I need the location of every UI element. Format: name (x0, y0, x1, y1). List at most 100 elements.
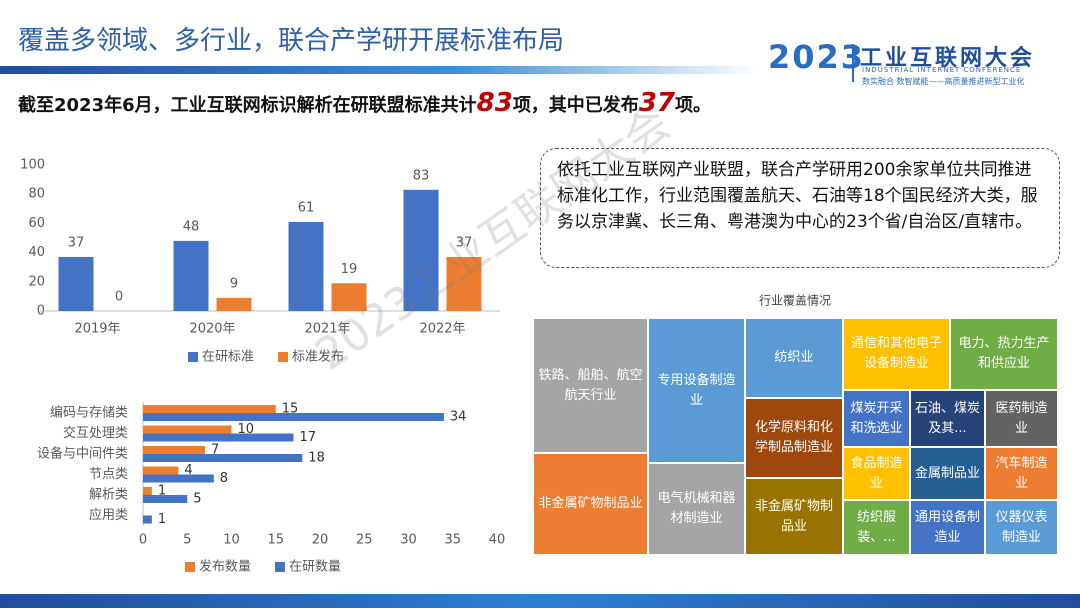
treemap-tile: 石油、煤炭及其... (910, 390, 985, 447)
logo-name: 工业互联网大会 (860, 46, 1036, 71)
legend-label: 在研数量 (289, 560, 341, 575)
value-label: 18 (308, 451, 325, 466)
logo-slogan: 数实融合 数智赋能——高质量推进新型工业化 (862, 77, 1025, 86)
value-label: 34 (450, 410, 467, 425)
x-tick-label: 2019年 (74, 322, 120, 337)
x-tick-label: 20 (312, 533, 329, 548)
treemap-tile: 专用设备制造业 (648, 318, 745, 463)
bar (143, 413, 444, 421)
summary-text: 项。 (675, 95, 711, 116)
callout: 依托工业互联网产业联盟，联合产学研用200余家单位共同推进标准化工作，行业范围覆… (540, 148, 1060, 268)
bar (143, 433, 294, 442)
legend-swatch (188, 352, 198, 362)
y-tick-label: 40 (28, 245, 45, 260)
treemap-tile: 非金属矿物制品业 (745, 478, 843, 555)
bar (331, 283, 367, 311)
y-tick-label: 100 (20, 158, 45, 173)
x-tick-label: 15 (267, 533, 284, 548)
legend-label: 标准发布 (292, 349, 344, 365)
treemap-tile: 铁路、船舶、航空航天行业 (533, 318, 648, 453)
header-rule (0, 66, 760, 74)
treemap-tile: 纺织服装、... (843, 500, 910, 555)
value-label: 15 (282, 402, 299, 417)
y-tick-label: 节点类 (89, 467, 128, 482)
value-label: 5 (193, 492, 201, 507)
y-tick-label: 交互处理类 (63, 425, 128, 441)
x-tick-label: 25 (356, 533, 373, 548)
treemap-tile: 通用设备制造业 (910, 500, 985, 555)
legend-swatch (185, 562, 195, 572)
summary-number: 83 (476, 88, 513, 118)
y-tick-label: 编码与存储类 (50, 406, 128, 421)
treemap-tile: 食品制造业 (843, 447, 910, 500)
x-tick-label: 10 (223, 533, 240, 548)
value-label: 37 (68, 235, 85, 250)
logo-year: 2023 (768, 38, 866, 76)
summary-text: 项，其中已发布 (512, 95, 639, 116)
x-tick-label: 0 (139, 533, 147, 548)
x-tick-label: 35 (444, 533, 461, 548)
legend-label: 在研标准 (202, 350, 254, 365)
bar (143, 466, 179, 475)
x-tick-label: 2020年 (189, 322, 235, 337)
treemap-tile: 仪器仪表制造业 (985, 500, 1058, 555)
bar (143, 446, 205, 454)
bar (403, 189, 439, 311)
bar (143, 487, 152, 495)
bar (143, 495, 188, 503)
bar (58, 256, 94, 311)
legend-swatch (278, 352, 288, 362)
x-tick-label: 40 (489, 533, 506, 548)
bar (143, 515, 152, 524)
treemap-tile: 非金属矿物制品业 (533, 453, 648, 555)
value-label: 17 (299, 430, 316, 445)
legend-label: 发布数量 (199, 559, 251, 575)
value-label: 7 (211, 443, 219, 458)
value-label: 8 (220, 471, 228, 486)
value-label: 19 (341, 262, 358, 277)
bar (216, 297, 252, 311)
treemap-tile: 电力、热力生产和供应业 (950, 318, 1058, 390)
value-label: 10 (238, 422, 255, 437)
logo-sub: INDUSTRIAL INTERNET CONFERENCE (862, 66, 1022, 74)
treemap-tile: 纺织业 (745, 318, 843, 398)
value-label: 9 (230, 276, 238, 291)
legend-swatch (275, 562, 285, 572)
bar (143, 454, 303, 462)
value-label: 1 (158, 484, 166, 499)
bar (173, 240, 209, 311)
treemap-tile: 电气机械和器材制造业 (648, 463, 745, 555)
x-tick-label: 2021年 (304, 322, 350, 337)
summary-number: 37 (638, 88, 675, 118)
bar (143, 425, 232, 434)
y-tick-label: 80 (28, 187, 45, 202)
value-label: 4 (184, 463, 192, 478)
logo-divider (852, 44, 854, 82)
value-label: 83 (413, 168, 430, 183)
x-tick-label: 30 (400, 533, 417, 548)
y-tick-label: 20 (28, 274, 45, 289)
treemap-tile: 金属制品业 (910, 447, 985, 500)
value-label: 0 (115, 290, 123, 305)
bar (143, 474, 214, 483)
y-tick-label: 设备与中间件类 (37, 446, 128, 462)
treemap-tile: 化学原料和化学制品制造业 (745, 398, 843, 478)
bar (143, 405, 276, 413)
y-tick-label: 60 (28, 216, 45, 231)
bar (446, 256, 482, 311)
value-label: 37 (456, 235, 473, 250)
y-tick-label: 应用类 (89, 507, 128, 523)
treemap-tile: 煤炭开采和洗选业 (843, 390, 910, 447)
value-label: 48 (183, 219, 200, 234)
treemap-tile: 汽车制造业 (985, 447, 1058, 500)
summary-text: 截至2023年6月，工业互联网标识解析在研联盟标准共计 (18, 95, 477, 116)
value-label: 61 (298, 200, 315, 215)
footer-band (0, 594, 1080, 608)
x-tick-label: 2022年 (419, 322, 465, 337)
treemap-tile: 医药制造业 (985, 390, 1058, 447)
y-tick-label: 解析类 (89, 488, 128, 503)
title: 覆盖多领域、多行业，联合产学研开展标准布局 (18, 26, 565, 56)
bar (288, 221, 324, 311)
